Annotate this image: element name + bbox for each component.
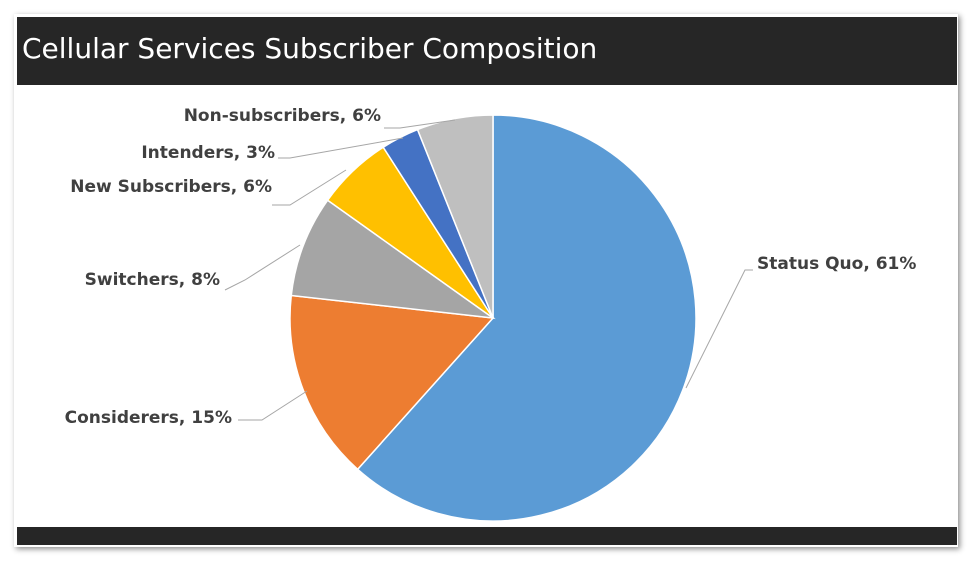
data-label: Intenders, 3% (141, 143, 275, 163)
leader-line (224, 244, 301, 291)
leader-line (685, 269, 753, 389)
data-label: Considerers, 15% (65, 408, 232, 428)
leader-line (278, 137, 404, 159)
data-label: Switchers, 8% (85, 270, 220, 290)
data-label: New Subscribers, 6% (70, 177, 272, 197)
title-bar (17, 17, 957, 85)
leader-line (384, 119, 456, 129)
data-label: Non-subscribers, 6% (184, 106, 381, 126)
footer-bar (17, 527, 957, 545)
pie-slice (290, 199, 496, 320)
pie-slice (356, 114, 697, 522)
leader-line (272, 169, 347, 206)
pie: Status Quo, 61% Considerers, 15% Switchers… (65, 106, 916, 522)
leader-line (238, 390, 308, 421)
data-label: Status Quo, 61% (757, 254, 916, 274)
chart-title: Cellular Services Subscriber Composition (22, 32, 597, 65)
pie-slice (289, 294, 495, 471)
pie-slice (416, 114, 494, 319)
